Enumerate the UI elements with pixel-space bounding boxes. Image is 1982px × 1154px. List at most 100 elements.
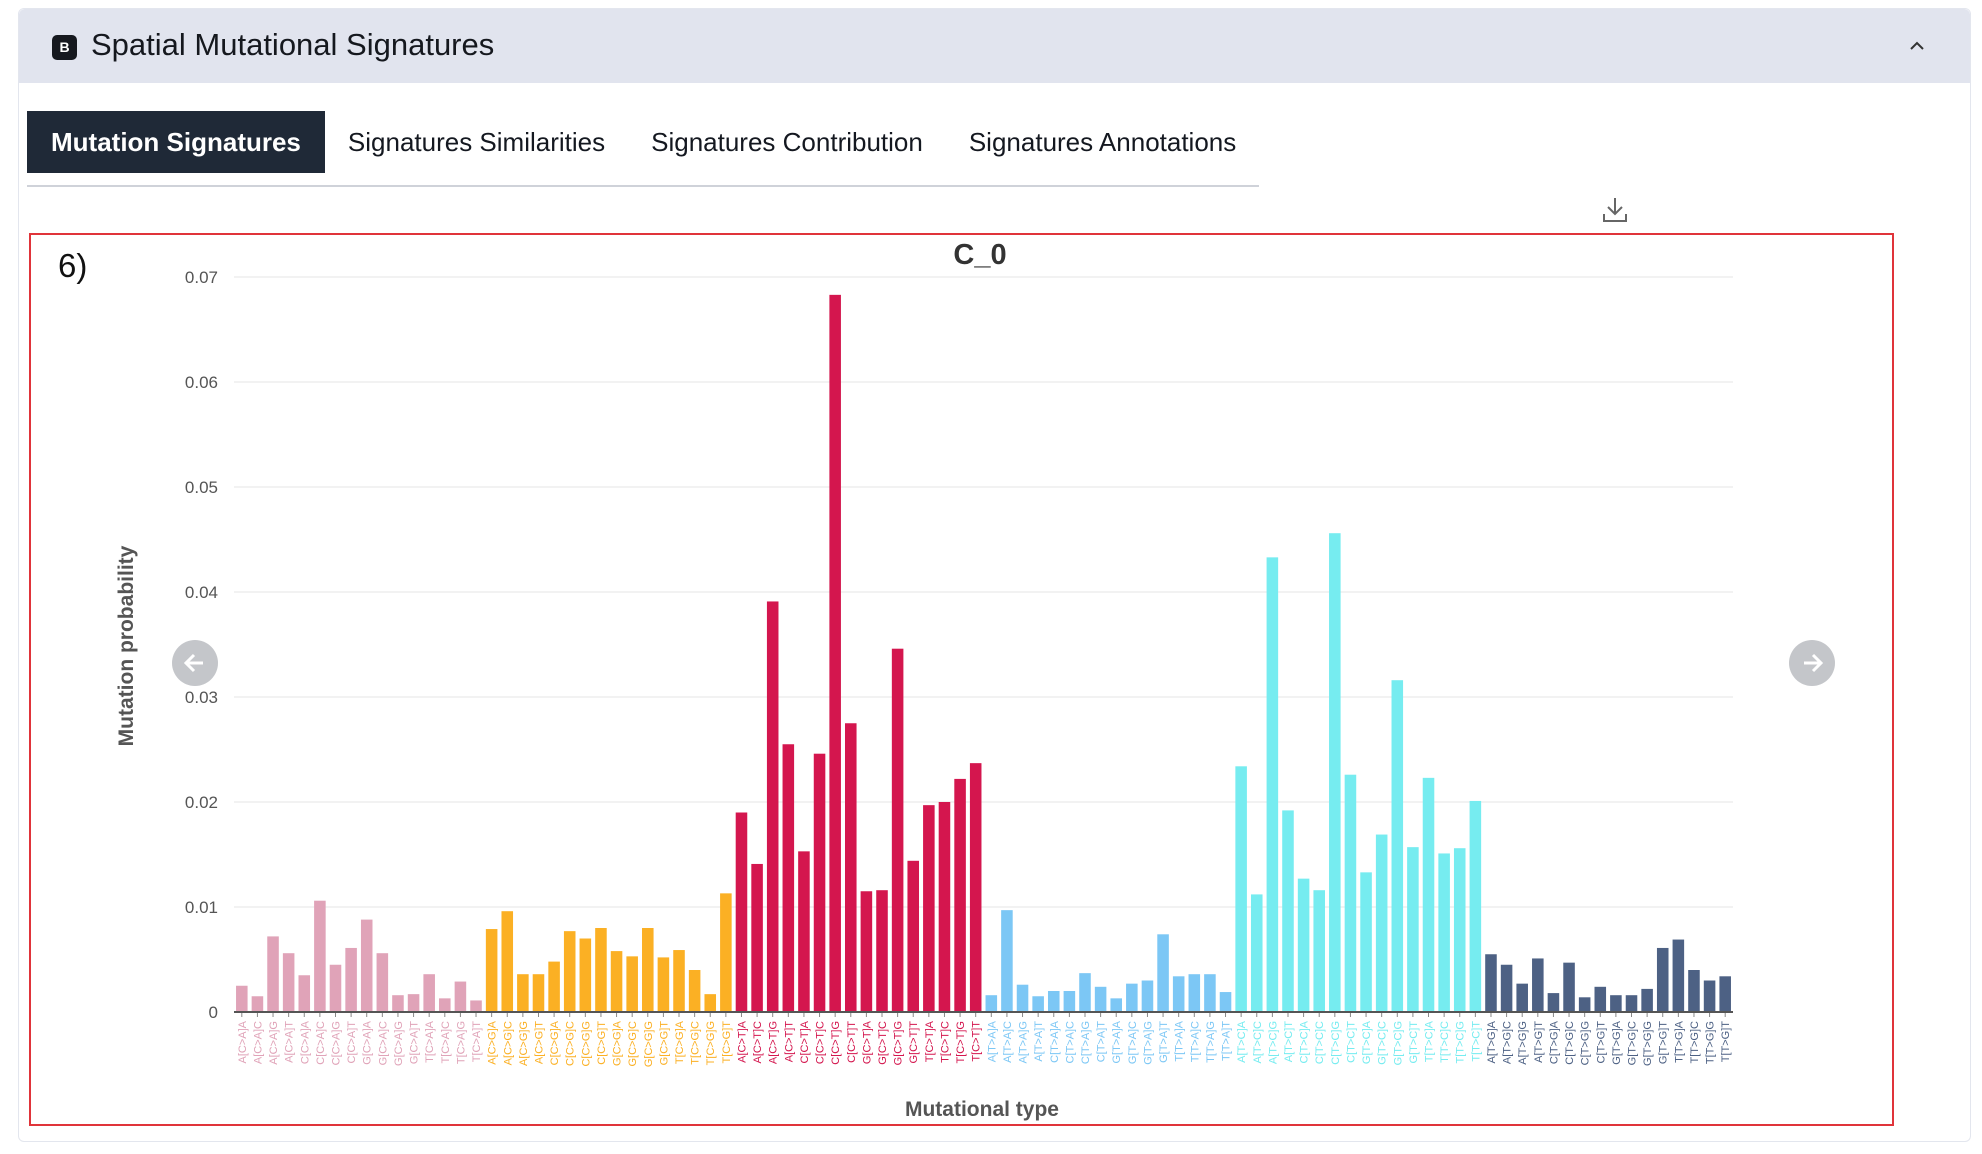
bar[interactable]: [563, 931, 576, 1012]
bar[interactable]: [704, 994, 717, 1012]
bar[interactable]: [1625, 995, 1638, 1012]
bar[interactable]: [1719, 976, 1731, 1012]
bar[interactable]: [813, 753, 826, 1012]
bar[interactable]: [1391, 680, 1404, 1012]
bar[interactable]: [1172, 976, 1185, 1012]
bar[interactable]: [1250, 894, 1263, 1012]
bar[interactable]: [470, 1000, 482, 1012]
bar[interactable]: [1141, 980, 1154, 1013]
bar[interactable]: [1485, 954, 1497, 1012]
bar[interactable]: [1126, 983, 1138, 1012]
bar[interactable]: [1329, 533, 1341, 1012]
bar[interactable]: [1672, 939, 1685, 1012]
bar[interactable]: [860, 891, 873, 1012]
bar[interactable]: [1688, 970, 1700, 1012]
bar[interactable]: [891, 648, 904, 1012]
bar[interactable]: [1110, 998, 1123, 1012]
bar[interactable]: [938, 802, 951, 1012]
bar[interactable]: [1016, 984, 1029, 1012]
bar[interactable]: [360, 919, 373, 1012]
bar[interactable]: [1703, 980, 1716, 1013]
bar[interactable]: [1282, 810, 1294, 1012]
bar[interactable]: [720, 893, 732, 1012]
bar[interactable]: [1422, 777, 1435, 1012]
bar[interactable]: [1157, 934, 1169, 1012]
bar[interactable]: [766, 601, 779, 1012]
bar[interactable]: [1360, 872, 1372, 1012]
bar[interactable]: [1063, 991, 1076, 1012]
bar[interactable]: [751, 863, 763, 1012]
tab-mutation-signatures[interactable]: Mutation Signatures: [27, 111, 325, 173]
bar[interactable]: [954, 778, 966, 1012]
bar[interactable]: [1407, 847, 1419, 1012]
bar[interactable]: [1079, 973, 1091, 1012]
bar[interactable]: [517, 974, 529, 1012]
bar[interactable]: [1453, 848, 1466, 1012]
bar[interactable]: [1094, 986, 1107, 1012]
bar[interactable]: [1641, 988, 1653, 1012]
bar[interactable]: [1563, 962, 1575, 1012]
bar[interactable]: [439, 998, 451, 1012]
bar[interactable]: [1610, 995, 1622, 1012]
bar[interactable]: [1469, 800, 1482, 1012]
bar[interactable]: [876, 890, 888, 1012]
bar[interactable]: [282, 953, 295, 1012]
bar[interactable]: [1188, 974, 1201, 1012]
bar[interactable]: [1344, 774, 1357, 1012]
bar[interactable]: [314, 900, 326, 1012]
bar[interactable]: [532, 974, 545, 1012]
bar[interactable]: [1578, 997, 1591, 1012]
bar[interactable]: [798, 851, 810, 1012]
bar[interactable]: [907, 860, 920, 1012]
tab-signatures-contribution[interactable]: Signatures Contribution: [651, 127, 923, 157]
bar[interactable]: [251, 996, 264, 1012]
download-icon[interactable]: [1600, 194, 1630, 226]
bar[interactable]: [610, 951, 623, 1012]
next-signature-button[interactable]: [1789, 640, 1835, 686]
bar[interactable]: [657, 957, 670, 1012]
bar[interactable]: [298, 975, 311, 1012]
bar[interactable]: [1500, 964, 1513, 1012]
bar[interactable]: [376, 953, 389, 1012]
bar[interactable]: [782, 744, 795, 1012]
bar[interactable]: [579, 938, 592, 1013]
bar[interactable]: [1656, 947, 1669, 1012]
bar[interactable]: [642, 928, 654, 1012]
bar[interactable]: [1375, 834, 1388, 1012]
bar[interactable]: [1047, 991, 1060, 1012]
bar[interactable]: [1235, 766, 1247, 1012]
tab-signatures-similarities[interactable]: Signatures Similarities: [347, 127, 606, 157]
bar[interactable]: [829, 294, 841, 1013]
bar[interactable]: [844, 723, 857, 1012]
bar[interactable]: [1297, 878, 1310, 1012]
bar[interactable]: [407, 994, 420, 1012]
bar[interactable]: [423, 974, 435, 1012]
bar[interactable]: [548, 961, 560, 1012]
bar[interactable]: [1313, 890, 1325, 1012]
bar[interactable]: [1032, 996, 1044, 1012]
bar[interactable]: [485, 929, 498, 1012]
bar[interactable]: [595, 928, 607, 1012]
bar[interactable]: [1532, 958, 1544, 1012]
bar[interactable]: [1438, 853, 1450, 1012]
bar[interactable]: [392, 995, 404, 1012]
bar[interactable]: [345, 947, 357, 1012]
bar[interactable]: [1204, 974, 1216, 1012]
bar[interactable]: [1266, 557, 1279, 1012]
bar[interactable]: [1516, 983, 1528, 1012]
bar[interactable]: [985, 995, 998, 1012]
bar[interactable]: [626, 956, 638, 1012]
bar[interactable]: [267, 936, 279, 1012]
bar[interactable]: [1594, 986, 1607, 1012]
chevron-up-icon[interactable]: [1904, 33, 1930, 59]
bar[interactable]: [735, 812, 748, 1013]
bar[interactable]: [923, 805, 935, 1012]
prev-signature-button[interactable]: [172, 640, 218, 686]
bar[interactable]: [1001, 910, 1013, 1012]
bar[interactable]: [969, 763, 982, 1012]
bar[interactable]: [454, 981, 467, 1012]
bar[interactable]: [501, 911, 514, 1012]
bar[interactable]: [236, 985, 248, 1012]
bar[interactable]: [673, 950, 685, 1012]
bar[interactable]: [688, 970, 701, 1012]
